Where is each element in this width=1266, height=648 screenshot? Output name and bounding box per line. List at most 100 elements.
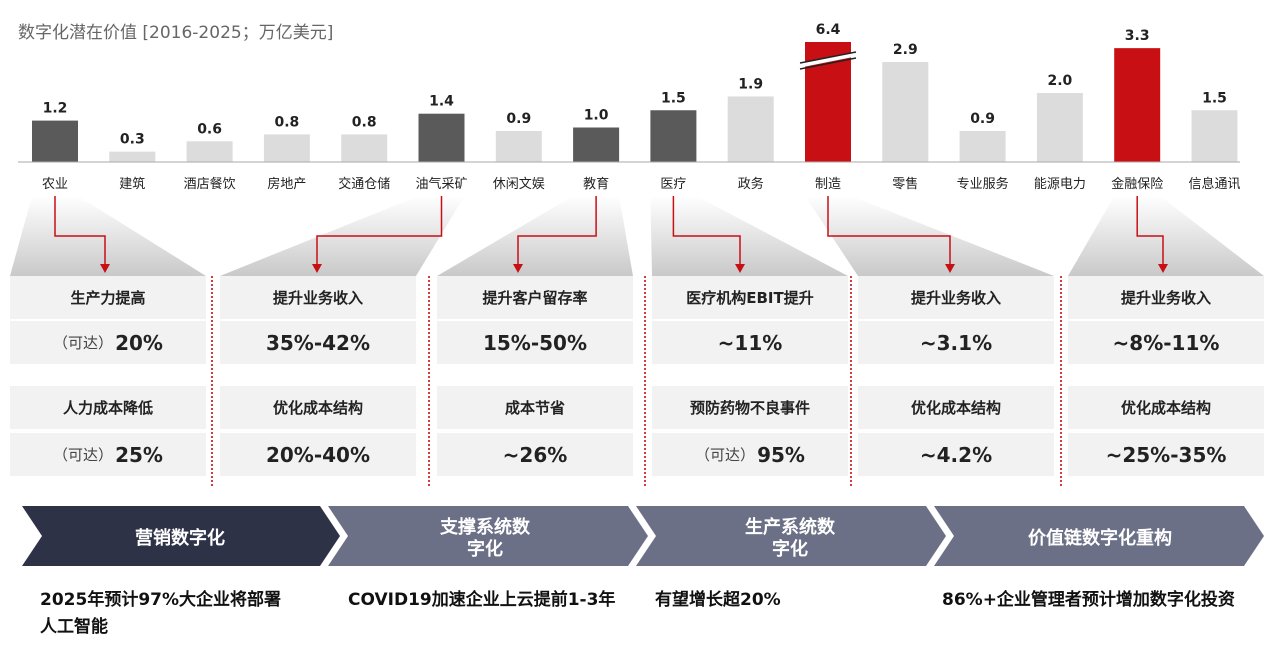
bar bbox=[1036, 93, 1083, 162]
metric-value-card: （可达） 95% bbox=[652, 433, 848, 476]
callout-connector bbox=[1136, 196, 1164, 266]
column-separator bbox=[644, 276, 646, 486]
metric-value: ~11% bbox=[717, 330, 783, 355]
category-label: 金融保险 bbox=[1111, 176, 1163, 192]
category-label: 信息通讯 bbox=[1188, 176, 1240, 192]
metric-value-card: 15%-50% bbox=[437, 321, 633, 364]
callout-connector bbox=[316, 196, 443, 266]
stage-chevron-support bbox=[328, 506, 648, 566]
stage-chevron-marketing bbox=[22, 506, 340, 566]
column-separator bbox=[1060, 276, 1062, 486]
bar-value-label: 0.6 bbox=[197, 121, 222, 137]
metric-value: 20%-40% bbox=[265, 442, 371, 467]
callout-connector bbox=[827, 196, 951, 266]
bar bbox=[573, 127, 620, 162]
category-label: 制造 bbox=[815, 177, 841, 192]
category-label: 休闲文娱 bbox=[493, 177, 545, 192]
metric-label-card: 提升业务收入 bbox=[220, 276, 416, 319]
bar bbox=[882, 61, 929, 163]
callout-arrowhead bbox=[100, 264, 110, 273]
metric-value-prefix: （可达） bbox=[695, 446, 756, 464]
metric-label-card: 提升客户留存率 bbox=[437, 276, 633, 319]
bar-value-label: 3.3 bbox=[1125, 28, 1150, 44]
bar-value-label: 1.0 bbox=[584, 108, 609, 124]
metric-label-card: 预防药物不良事件 bbox=[652, 386, 848, 429]
metric-value: ~4.2% bbox=[919, 442, 993, 467]
bar-value-label: 2.9 bbox=[893, 42, 918, 58]
metric-value: 15%-50% bbox=[482, 330, 588, 355]
bar bbox=[650, 110, 697, 162]
metric-label-card: 提升业务收入 bbox=[1068, 276, 1264, 319]
bar bbox=[959, 130, 1006, 162]
metric-value-prefix: （可达） bbox=[53, 334, 114, 352]
stage-label-support: 支撑系统数字化 bbox=[440, 517, 530, 560]
bar-value-label: 0.8 bbox=[274, 114, 299, 130]
metric-label-card: 成本节省 bbox=[437, 386, 633, 429]
metric-value-card: ~3.1% bbox=[858, 321, 1054, 364]
bar-value-label: 0.9 bbox=[970, 111, 995, 127]
callout-arrowhead bbox=[945, 264, 955, 273]
bar-value-label: 1.2 bbox=[43, 101, 68, 117]
bar bbox=[1114, 48, 1161, 162]
metric-label-card: 人力成本降低 bbox=[10, 386, 206, 429]
bar-value-label: 0.8 bbox=[352, 114, 377, 130]
bar-value-label: 1.5 bbox=[1202, 90, 1227, 106]
axis-break-mark bbox=[798, 52, 858, 68]
metric-value-card: ~26% bbox=[437, 433, 633, 476]
bar bbox=[263, 134, 310, 162]
callout-arrowhead bbox=[1158, 264, 1168, 273]
callout-funnel bbox=[10, 196, 206, 276]
metric-label-card: 优化成本结构 bbox=[858, 386, 1054, 429]
axis-break-line bbox=[799, 57, 857, 70]
bar-value-label: 1.9 bbox=[738, 76, 763, 92]
bar-value-label: 0.3 bbox=[120, 132, 145, 148]
category-label: 政务 bbox=[738, 176, 764, 192]
category-label: 油气采矿 bbox=[415, 176, 467, 192]
bar-value-label: 1.4 bbox=[429, 94, 454, 110]
callout-connector bbox=[672, 196, 741, 266]
callout-arrowhead bbox=[735, 264, 745, 273]
column-separator bbox=[850, 276, 852, 486]
metric-label-card: 优化成本结构 bbox=[1068, 386, 1264, 429]
bar-value-label: 0.9 bbox=[506, 111, 531, 127]
stage-chevron-value-chain bbox=[934, 506, 1264, 566]
metric-value: 25% bbox=[115, 442, 163, 467]
stage-note-production: 有望增长超20% bbox=[655, 590, 781, 610]
bar-value-label: 6.4 bbox=[816, 22, 841, 38]
bar bbox=[495, 130, 542, 162]
metric-value-card: ~8%-11% bbox=[1068, 321, 1264, 364]
metric-value-card: ~25%-35% bbox=[1068, 433, 1264, 476]
metric-value-card: ~4.2% bbox=[858, 433, 1054, 476]
stage-chevron-production bbox=[636, 506, 946, 566]
category-label: 酒店餐饮 bbox=[184, 176, 236, 192]
stage-note-marketing: 2025年预计97%大企业将部署人工智能 bbox=[40, 590, 282, 637]
category-label: 交通仓储 bbox=[338, 176, 390, 192]
callout-connector bbox=[517, 196, 597, 266]
bar bbox=[32, 120, 78, 162]
metric-value: ~8%-11% bbox=[1112, 330, 1220, 355]
metric-value-card: ~11% bbox=[652, 321, 848, 364]
metric-value: 95% bbox=[757, 442, 805, 467]
callout-funnel bbox=[650, 196, 848, 276]
metric-value-prefix: （可达） bbox=[53, 446, 114, 464]
axis-break-line bbox=[799, 51, 857, 64]
stage-label-value-chain: 价值链数字化重构 bbox=[1028, 528, 1172, 549]
stage-label-marketing: 营销数字化 bbox=[135, 528, 225, 549]
bar bbox=[341, 134, 388, 162]
metric-label-card: 优化成本结构 bbox=[220, 386, 416, 429]
bar-value-label: 2.0 bbox=[1047, 73, 1072, 89]
bar bbox=[186, 141, 233, 162]
callout-arrowhead bbox=[312, 264, 322, 273]
metric-value-card: （可达） 20% bbox=[10, 321, 206, 364]
metric-label-card: 生产力提高 bbox=[10, 276, 206, 319]
bar bbox=[727, 96, 774, 162]
column-separator bbox=[428, 276, 430, 486]
category-label: 教育 bbox=[583, 176, 609, 192]
metric-label-card: 提升业务收入 bbox=[858, 276, 1054, 319]
metric-label-card: 医疗机构EBIT提升 bbox=[652, 276, 848, 319]
callout-arrowhead bbox=[513, 264, 523, 273]
bar bbox=[418, 113, 465, 162]
chart-title: 数字化潜在价值 [2016-2025；万亿美元] bbox=[18, 23, 334, 43]
category-label: 能源电力 bbox=[1034, 177, 1086, 192]
